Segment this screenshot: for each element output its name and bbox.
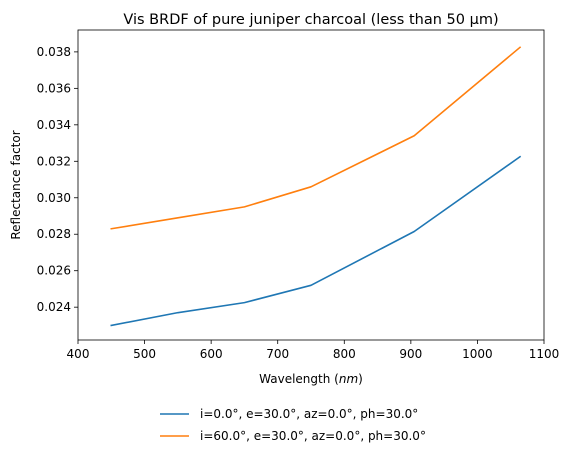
x-tick-label: 800	[333, 347, 356, 361]
x-tick-label: 1100	[529, 347, 560, 361]
chart-title: Vis BRDF of pure juniper charcoal (less …	[123, 12, 498, 28]
series-line-1	[110, 155, 522, 327]
y-tick-label: 0.036	[37, 81, 71, 95]
x-axis: 400 500 600 700 800 900 1000 1100	[67, 340, 560, 361]
series-line-2	[110, 46, 522, 230]
y-axis: 0.024 0.026 0.028 0.030 0.032 0.034 0.036 0.038	[37, 45, 78, 314]
y-tick-label: 0.032	[37, 154, 71, 168]
plot-area	[110, 46, 522, 327]
y-tick-label: 0.030	[37, 191, 71, 205]
x-tick-label: 1000	[462, 347, 493, 361]
x-tick-label: 900	[399, 347, 422, 361]
y-tick-label: 0.028	[37, 227, 71, 241]
y-axis-label: Reflectance factor	[9, 130, 23, 239]
y-tick-label: 0.026	[37, 264, 71, 278]
x-tick-label: 700	[266, 347, 289, 361]
legend-label: i=60.0°, e=30.0°, az=0.0°, ph=30.0°	[200, 429, 426, 443]
x-tick-label: 600	[200, 347, 223, 361]
y-tick-label: 0.038	[37, 45, 71, 59]
plot-frame	[77, 29, 545, 341]
y-tick-label: 0.024	[37, 300, 71, 314]
x-tick-label: 500	[133, 347, 156, 361]
x-axis-label: Wavelength (nm)	[259, 372, 363, 386]
x-tick-label: 400	[67, 347, 90, 361]
legend: i=0.0°, e=30.0°, az=0.0°, ph=30.0° i=60.0…	[160, 407, 426, 443]
y-tick-label: 0.034	[37, 118, 71, 132]
legend-label: i=0.0°, e=30.0°, az=0.0°, ph=30.0°	[200, 407, 418, 421]
